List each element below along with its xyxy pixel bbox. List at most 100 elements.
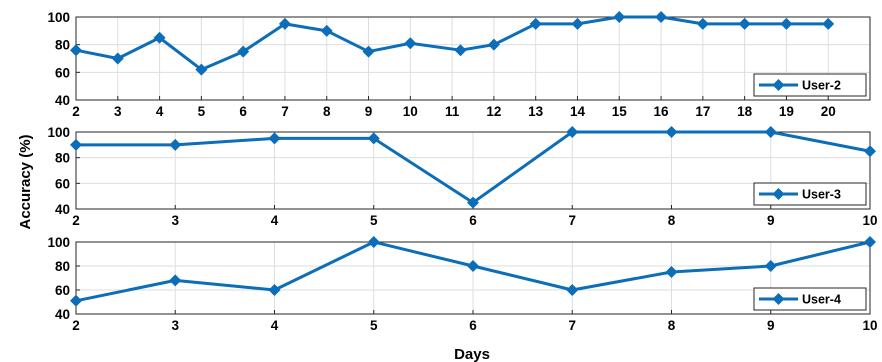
x-tick-label: 20 bbox=[821, 104, 836, 119]
x-tick-label: 10 bbox=[862, 213, 877, 228]
data-point bbox=[367, 236, 380, 248]
x-tick-label: 2 bbox=[72, 318, 80, 333]
x-tick-label: 6 bbox=[239, 104, 247, 119]
x-tick-label: 8 bbox=[668, 318, 676, 333]
x-tick-label: 9 bbox=[767, 318, 775, 333]
data-point bbox=[571, 17, 584, 30]
data-point bbox=[367, 132, 380, 145]
data-point bbox=[864, 145, 876, 158]
y-tick-label: 80 bbox=[55, 259, 70, 274]
x-tick-label: 8 bbox=[668, 213, 676, 228]
data-point bbox=[780, 17, 793, 30]
data-point bbox=[529, 17, 542, 30]
y-tick-label: 100 bbox=[47, 10, 70, 25]
data-point bbox=[665, 266, 678, 278]
legend-marker bbox=[772, 293, 785, 305]
data-point bbox=[70, 138, 82, 151]
x-tick-label: 17 bbox=[695, 104, 710, 119]
legend-box bbox=[753, 73, 867, 97]
legend-box bbox=[753, 182, 867, 206]
x-tick-label: 7 bbox=[568, 318, 576, 333]
legend: User-4 bbox=[753, 287, 867, 311]
data-point bbox=[237, 45, 250, 58]
data-point bbox=[268, 284, 281, 296]
data-point bbox=[566, 126, 579, 138]
x-tick-label: 4 bbox=[156, 104, 164, 119]
data-point bbox=[268, 132, 281, 145]
data-point bbox=[613, 11, 626, 23]
plot-area bbox=[76, 17, 870, 100]
x-tick-label: 3 bbox=[171, 318, 179, 333]
y-axis-title: Accuracy (%) bbox=[17, 134, 34, 229]
data-point bbox=[454, 44, 467, 57]
x-tick-label: 11 bbox=[445, 104, 460, 119]
data-point bbox=[404, 37, 417, 50]
y-tick-label: 100 bbox=[47, 235, 70, 250]
x-tick-label: 19 bbox=[779, 104, 794, 119]
y-tick-label: 80 bbox=[55, 151, 70, 166]
x-tick-label: 9 bbox=[365, 104, 373, 119]
legend-marker bbox=[772, 79, 785, 91]
data-point bbox=[111, 52, 124, 65]
legend-label: User-4 bbox=[802, 293, 841, 307]
subplot-1: 2 3 4 5 6 7 8 9 10 11 12 13 14 15 16 17 18 19 20 40 60 80 100 U… bbox=[47, 10, 871, 119]
y-tick-label: 60 bbox=[55, 65, 70, 80]
x-tick-label: 2 bbox=[72, 104, 80, 119]
data-point bbox=[278, 17, 291, 30]
data-point bbox=[764, 260, 777, 272]
legend: User-3 bbox=[753, 182, 867, 206]
x-tick-label: 5 bbox=[370, 213, 378, 228]
data-point bbox=[822, 17, 835, 30]
x-tick-label: 8 bbox=[323, 104, 331, 119]
x-tick-label: 4 bbox=[271, 213, 279, 228]
legend-marker bbox=[772, 188, 785, 200]
data-point bbox=[195, 63, 208, 76]
y-tick-label: 40 bbox=[55, 93, 70, 108]
data-point bbox=[362, 45, 375, 58]
data-point bbox=[320, 24, 333, 37]
legend-label: User-3 bbox=[802, 188, 841, 202]
x-tick-label: 2 bbox=[72, 213, 80, 228]
data-point bbox=[738, 17, 751, 30]
x-tick-label: 5 bbox=[198, 104, 206, 119]
y-tick-label: 80 bbox=[55, 38, 70, 53]
x-tick-label: 3 bbox=[114, 104, 122, 119]
data-point bbox=[169, 274, 182, 287]
x-tick-label: 10 bbox=[403, 104, 418, 119]
x-tick-label: 15 bbox=[612, 104, 628, 119]
legend-box bbox=[753, 287, 867, 311]
y-tick-label: 60 bbox=[55, 283, 70, 298]
x-tick-label: 6 bbox=[469, 318, 477, 333]
y-tick-label: 60 bbox=[55, 176, 70, 191]
data-point bbox=[696, 17, 709, 30]
x-tick-label: 9 bbox=[767, 213, 775, 228]
data-point bbox=[566, 284, 579, 296]
x-tick-label: 4 bbox=[271, 318, 279, 333]
x-tick-label: 14 bbox=[570, 104, 586, 119]
y-tick-label: 100 bbox=[47, 125, 70, 140]
y-tick-label: 40 bbox=[55, 307, 70, 322]
data-point bbox=[169, 138, 182, 151]
x-axis-title: Days bbox=[454, 346, 490, 362]
data-point bbox=[655, 11, 668, 23]
subplot-2: 2 3 4 5 6 7 8 9 10 40 60 80 100 User-3 bbox=[47, 125, 877, 228]
legend: User-2 bbox=[753, 73, 867, 97]
x-tick-label: 7 bbox=[568, 213, 576, 228]
x-tick-label: 12 bbox=[486, 104, 501, 119]
data-point bbox=[70, 294, 82, 307]
data-point bbox=[467, 196, 479, 209]
x-tick-label: 16 bbox=[654, 104, 670, 119]
data-point bbox=[864, 236, 876, 248]
x-tick-label: 6 bbox=[469, 213, 477, 228]
data-point bbox=[153, 31, 166, 44]
data-point bbox=[665, 126, 678, 138]
data-point bbox=[467, 260, 479, 272]
legend-label: User-2 bbox=[802, 79, 841, 93]
x-tick-label: 3 bbox=[171, 213, 179, 228]
x-tick-label: 18 bbox=[737, 104, 753, 119]
data-point bbox=[487, 38, 500, 51]
data-point bbox=[764, 126, 777, 138]
x-tick-label: 7 bbox=[281, 104, 289, 119]
x-tick-label: 13 bbox=[528, 104, 544, 119]
